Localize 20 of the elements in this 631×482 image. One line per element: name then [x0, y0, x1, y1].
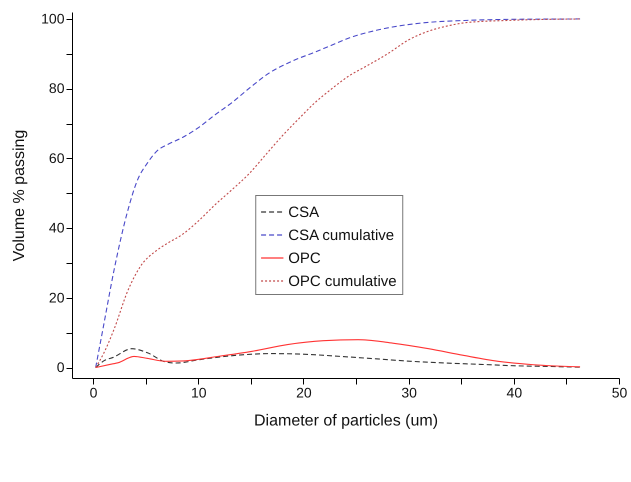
- line-series: [95, 339, 581, 368]
- x-tick-label: 50: [612, 384, 628, 400]
- y-tick-label: 100: [41, 10, 65, 26]
- x-axis-title: Diameter of particles (um): [254, 412, 438, 430]
- y-tick-label: 0: [56, 359, 65, 376]
- y-tick-label: 20: [48, 289, 65, 306]
- legend-label: OPC: [288, 250, 321, 267]
- x-tick-label: 10: [190, 384, 207, 400]
- x-tick-label: 0: [90, 384, 98, 400]
- x-tick-label: 30: [401, 384, 418, 400]
- legend-label: CSA: [288, 204, 320, 221]
- line-series: [95, 18, 581, 368]
- x-tick-label: 40: [506, 384, 522, 400]
- y-tick-label: 60: [48, 150, 65, 166]
- legend-label: CSA cumulative: [288, 227, 394, 244]
- y-tick-label: 80: [48, 80, 65, 96]
- x-tick-label: 20: [296, 384, 312, 400]
- legend-label: OPC cumulative: [288, 273, 397, 290]
- y-tick-label: 40: [48, 220, 65, 236]
- y-axis-title: Volume % passing: [11, 130, 28, 262]
